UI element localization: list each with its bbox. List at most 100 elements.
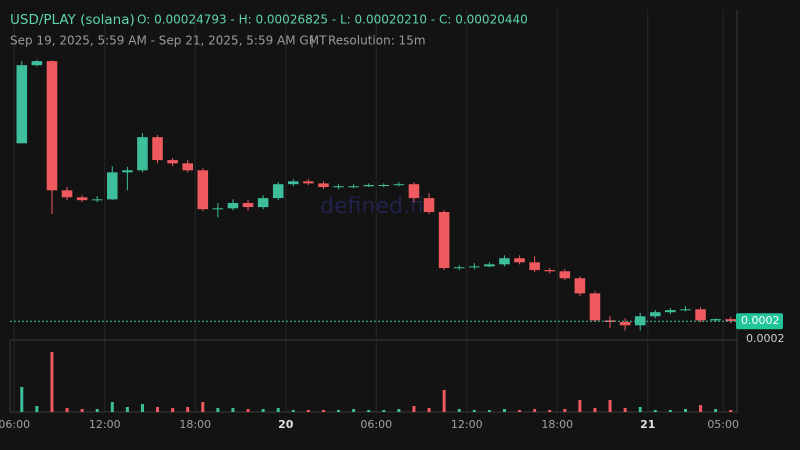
candle-body xyxy=(514,258,525,263)
volume-bar xyxy=(156,407,160,412)
candle-body xyxy=(107,172,118,200)
volume-bar xyxy=(608,400,612,412)
volume-bar xyxy=(35,406,39,412)
volume-bar xyxy=(653,410,657,412)
candle-body xyxy=(303,181,314,184)
volume-bar xyxy=(276,408,280,412)
resolution: Resolution: 15m xyxy=(328,34,426,48)
volume-bar xyxy=(382,410,386,412)
candle-body xyxy=(423,198,435,213)
candle-body xyxy=(61,190,73,198)
candle-body xyxy=(484,264,495,267)
volume-bar xyxy=(683,409,687,412)
volume-bar xyxy=(65,408,69,412)
x-tick-label: 06:00 xyxy=(0,418,30,431)
volume-bar xyxy=(502,409,506,412)
volume-bar xyxy=(140,404,144,412)
candle-body xyxy=(363,185,374,187)
x-tick-label: 18:00 xyxy=(541,418,573,431)
candle-body xyxy=(137,137,148,171)
volume-bar xyxy=(201,402,205,412)
volume-bar xyxy=(216,408,220,412)
candle-body xyxy=(31,61,43,66)
x-tick-label: 20 xyxy=(278,418,294,431)
volume-bar xyxy=(638,407,642,412)
volume-bar xyxy=(337,410,341,412)
volume-bar xyxy=(623,408,627,412)
x-tick-label: 12:00 xyxy=(451,418,483,431)
volume-bar xyxy=(412,406,416,412)
price-tag-label: 0.0002 xyxy=(741,314,780,327)
volume-bar xyxy=(533,409,537,412)
candle-body xyxy=(408,184,420,199)
candle-body xyxy=(212,208,224,210)
volume-bar xyxy=(80,409,84,412)
candle-body xyxy=(650,312,661,317)
volume-bar xyxy=(95,409,99,412)
volume-bar xyxy=(291,410,295,412)
candle-body xyxy=(695,309,706,321)
volume-bar xyxy=(125,407,129,412)
volume-bar xyxy=(397,409,401,412)
y-tick-label: 0.0002 xyxy=(746,332,785,345)
volume-bar xyxy=(472,410,476,412)
candle-body xyxy=(393,184,405,186)
volume-bar xyxy=(352,409,356,412)
candle-body xyxy=(122,170,133,173)
volume-bar xyxy=(427,408,431,412)
volume-bar xyxy=(593,408,597,412)
candle-body xyxy=(333,186,344,188)
candle-body xyxy=(665,310,676,313)
candle-body xyxy=(76,197,88,201)
volume-bar xyxy=(321,410,325,412)
candle-body xyxy=(348,186,359,188)
x-tick-label: 05:00 xyxy=(707,418,739,431)
volume-bar xyxy=(487,410,491,412)
candle-body xyxy=(544,270,555,272)
watermark: defined.fi xyxy=(320,194,424,219)
candle-body xyxy=(182,163,193,171)
candle-body xyxy=(242,203,254,208)
volume-bar xyxy=(578,400,582,412)
volume-bar xyxy=(246,409,250,412)
candle-body xyxy=(619,322,631,326)
ohlc-summary: O: 0.00024793 - H: 0.00026825 - L: 0.000… xyxy=(137,13,528,27)
candle-body xyxy=(378,185,390,187)
candle-body xyxy=(16,65,28,144)
candle-body xyxy=(499,258,510,265)
candle-body xyxy=(453,267,465,269)
volume-bar xyxy=(231,408,235,412)
volume-bar xyxy=(518,410,522,412)
candle-body xyxy=(574,278,586,294)
volume-bar xyxy=(457,409,461,412)
candle-body xyxy=(152,137,163,161)
candle-body xyxy=(257,198,269,208)
candle-body xyxy=(318,183,329,188)
candle-body xyxy=(725,319,736,322)
volume-bar xyxy=(729,410,733,412)
candle-body xyxy=(469,266,480,268)
x-tick-label: 12:00 xyxy=(89,418,121,431)
candle-body xyxy=(272,184,284,199)
candle-body xyxy=(227,203,239,209)
candle-body xyxy=(529,262,540,271)
candle-body xyxy=(710,319,721,321)
subtitle: Sep 19, 2025, 5:59 AM - Sep 21, 2025, 5:… xyxy=(10,34,327,48)
candle-body xyxy=(559,271,571,279)
x-tick-label: 18:00 xyxy=(179,418,211,431)
volume-bar xyxy=(367,410,371,412)
candle-body xyxy=(288,181,299,185)
volume-bar xyxy=(668,410,672,412)
volume-bar xyxy=(548,410,552,412)
candle-body xyxy=(91,199,103,201)
volume-bar xyxy=(186,407,190,412)
separator: | xyxy=(310,34,314,48)
candle-body xyxy=(634,316,646,326)
volume-bar xyxy=(171,408,175,412)
volume-bar xyxy=(306,410,310,412)
volume-bar xyxy=(20,387,24,412)
volume-bar xyxy=(110,402,114,412)
volume-bar xyxy=(442,390,446,412)
candle-body xyxy=(46,61,58,191)
